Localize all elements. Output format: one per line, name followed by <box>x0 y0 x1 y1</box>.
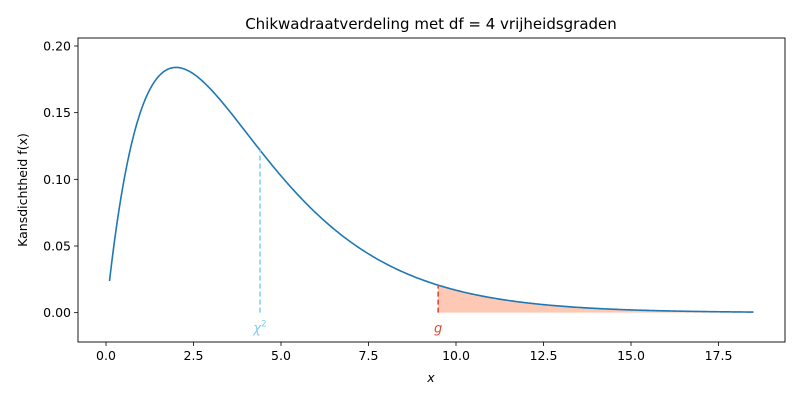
y-tick-label: 0.15 <box>43 105 71 120</box>
y-tick-label: 0.10 <box>43 172 71 187</box>
x-tick-label: 2.5 <box>184 348 204 363</box>
y-tick-label: 0.00 <box>43 305 71 320</box>
y-tick-label: 0.05 <box>43 239 71 254</box>
x-tick-label: 10.0 <box>442 348 470 363</box>
y-axis-label: Kansdichtheid f(x) <box>15 133 30 247</box>
y-axis: 0.00 0.05 0.10 0.15 0.20 <box>43 39 78 320</box>
chart-title: Chikwadraatverdeling met df = 4 vrijheid… <box>245 15 617 33</box>
x-axis: 0.0 2.5 5.0 7.5 10.0 12.5 15.0 17.5 <box>96 342 732 363</box>
y-tick-label: 0.20 <box>43 39 71 54</box>
plot-area: χ2 g <box>108 66 754 337</box>
x-tick-label: 0.0 <box>96 348 116 363</box>
shaded-tail-area <box>438 285 754 313</box>
marker-label-0: χ2 <box>252 320 266 337</box>
x-tick-label: 17.5 <box>705 348 733 363</box>
x-tick-label: 5.0 <box>271 348 291 363</box>
plot-frame <box>77 37 786 343</box>
density-curve <box>108 66 754 313</box>
x-axis-label: x <box>426 370 435 385</box>
x-tick-label: 12.5 <box>530 348 558 363</box>
x-tick-label: 15.0 <box>617 348 645 363</box>
x-tick-label: 7.5 <box>359 348 379 363</box>
marker-label-1: g <box>434 322 442 337</box>
